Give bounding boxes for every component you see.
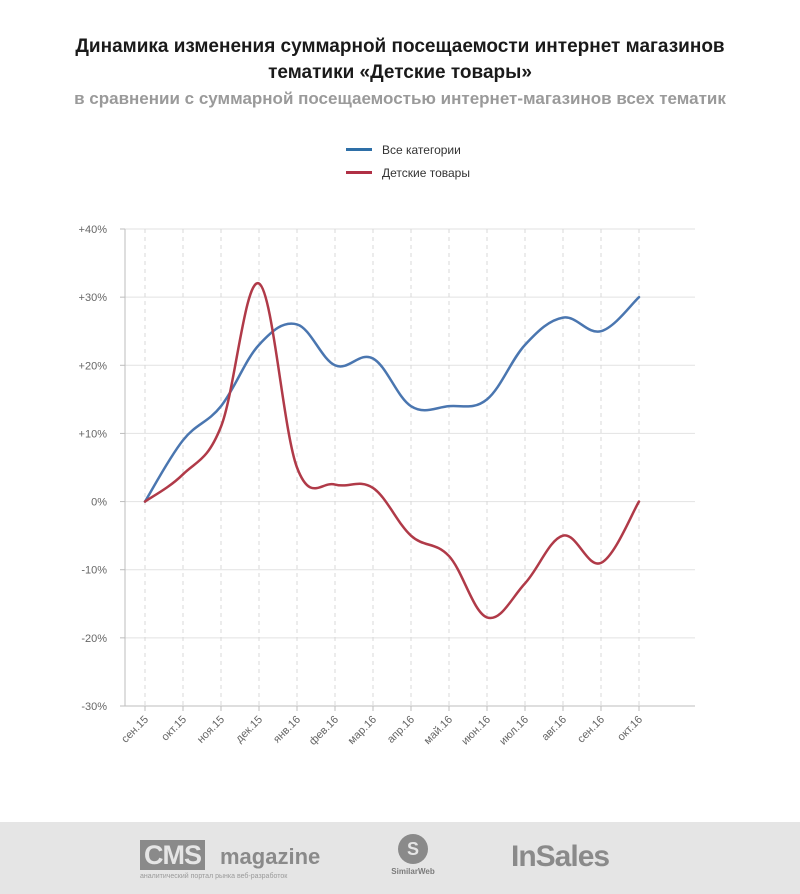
similarweb-icon: S <box>398 834 428 864</box>
chart-legend: Все категории Детские товары <box>346 138 470 184</box>
x-tick-label: авг.16 <box>539 714 569 744</box>
chart-subtitle: в сравнении с суммарной посещаемостью ин… <box>74 89 726 108</box>
y-tick-label: +20% <box>79 360 108 372</box>
x-tick-label: май.16 <box>422 714 455 747</box>
x-tick-label: мар.16 <box>346 714 379 747</box>
cms-logo-tagline: аналитический портал рынка веб-разработо… <box>140 873 288 880</box>
x-tick-label: июн.16 <box>459 714 493 748</box>
similarweb-logo: S SimilarWeb <box>388 834 438 876</box>
x-tick-label: окт.16 <box>615 714 645 744</box>
similarweb-logo-text: SimilarWeb <box>391 867 435 876</box>
legend-swatch-all-categories <box>346 148 372 151</box>
x-tick-label: окт.15 <box>159 714 189 744</box>
x-tick-label: янв.16 <box>271 714 303 746</box>
y-tick-label: -30% <box>81 701 107 713</box>
cms-logo-box: CMS <box>140 840 205 870</box>
series-line-kids-goods <box>143 282 641 620</box>
legend-label-kids-goods: Детские товары <box>382 165 470 180</box>
x-tick-label: фев.16 <box>307 714 341 748</box>
chart-title-line1: Динамика изменения суммарной посещаемост… <box>75 36 725 57</box>
legend-item-kids-goods: Детские товары <box>346 161 470 184</box>
chart-title-line2: тематики «Детские товары» <box>268 62 532 83</box>
y-tick-label: -20% <box>81 633 107 645</box>
x-tick-label: ноя.15 <box>195 714 227 746</box>
y-tick-label: +10% <box>79 428 108 440</box>
x-tick-label: сен.15 <box>119 714 151 746</box>
insales-logo: InSales <box>511 840 610 873</box>
y-tick-label: 0% <box>91 497 107 509</box>
y-tick-label: +30% <box>79 292 108 304</box>
x-tick-label: сен.16 <box>575 714 607 746</box>
cms-logo-word: magazine <box>220 844 321 869</box>
x-tick-label: апр.16 <box>385 714 417 746</box>
x-tick-label: дек.15 <box>234 714 266 746</box>
y-tick-label: +40% <box>79 224 108 236</box>
legend-item-all-categories: Все категории <box>346 138 470 161</box>
line-chart: +40% +30% +20% +10% 0% -10% -20% -30% сен.15 окт.… <box>79 224 695 748</box>
similarweb-icon-letter: S <box>406 839 419 859</box>
series-line-all-categories <box>143 295 641 503</box>
footer-logos: CMS magazine аналитический портал рынка … <box>0 822 800 894</box>
x-tick-label: июл.16 <box>497 714 531 748</box>
legend-swatch-kids-goods <box>346 171 372 174</box>
legend-label-all-categories: Все категории <box>382 142 461 157</box>
y-tick-label: -10% <box>81 565 107 577</box>
